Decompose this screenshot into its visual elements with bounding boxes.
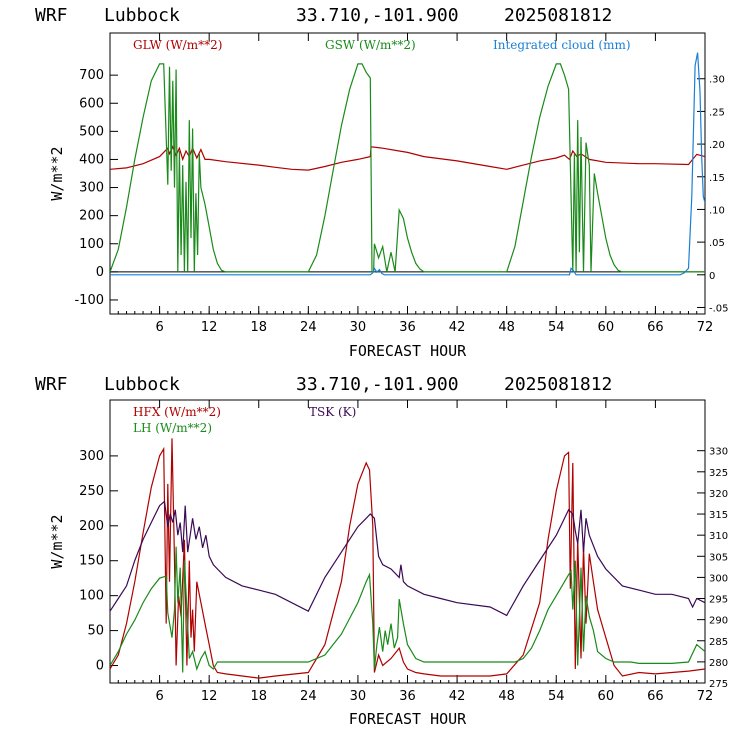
x-tick-label: 60 [598, 320, 615, 335]
x-tick-label: 72 [697, 689, 714, 704]
y2-tick-label: 305 [709, 552, 728, 563]
y2-tick-label: 315 [709, 510, 728, 521]
series-line-gsw [110, 63, 705, 273]
x-tick-label: 30 [350, 689, 367, 704]
x-tick-label: 54 [548, 689, 565, 704]
y2-tick-label: 275 [709, 679, 728, 690]
y-tick-label: -100 [74, 293, 104, 308]
x-tick-label: 60 [598, 689, 615, 704]
y-axis-label: W/m**2 [48, 514, 66, 568]
y-tick-label: 50 [87, 624, 104, 639]
legend-entry: GSW (W/m**2) [325, 38, 416, 52]
y2-tick-label: 0 [709, 271, 715, 282]
legend-entry: Integrated cloud (mm) [493, 38, 631, 52]
y2-tick-label: .05 [709, 238, 725, 249]
x-tick-label: 18 [250, 689, 267, 704]
x-tick-label: 24 [300, 689, 317, 704]
y2-tick-label: 310 [709, 531, 728, 542]
panel-1-header: WRF Lubbock 33.710,-101.900 2025081812 [35, 5, 612, 26]
y2-tick-label: 320 [709, 489, 728, 500]
x-tick-label: 54 [548, 320, 565, 335]
x-tick-label: 42 [449, 689, 466, 704]
y2-tick-label: .10 [709, 205, 725, 216]
panel-1-plot: 6 12 18 24 30 36 42 48 54 60 66 72 -100 0 100 200 300 400… [48, 32, 729, 360]
header-coords: 33.710,-101.900 [296, 5, 459, 26]
y2-tick-label: .25 [709, 107, 725, 118]
header-location: Lubbock [104, 374, 180, 395]
y-tick-label: 400 [79, 152, 104, 167]
legend-entry: GLW (W/m**2) [133, 38, 222, 52]
y2-tick-label: .30 [709, 75, 725, 86]
x-tick-label: 12 [201, 320, 218, 335]
x-tick-label: 72 [697, 320, 714, 335]
series-line-lh [110, 546, 705, 673]
header-model: WRF [35, 5, 68, 26]
y2-tick-label: .15 [709, 173, 725, 184]
x-tick-label: 48 [498, 320, 515, 335]
y-tick-label: 200 [79, 209, 104, 224]
x-tick-label: 30 [350, 320, 367, 335]
x-tick-label: 42 [449, 320, 466, 335]
series-line-integrated [110, 52, 705, 276]
y-tick-label: 200 [79, 519, 104, 534]
y-tick-label: 300 [79, 181, 104, 196]
x-axis-label: FORECAST HOUR [349, 710, 467, 728]
legend-entry: LH (W/m**2) [133, 421, 212, 435]
y-axis-label: W/m**2 [48, 146, 66, 200]
y2-tick-label: 280 [709, 658, 728, 669]
panel-2-header: WRF Lubbock 33.710,-101.900 2025081812 [35, 374, 612, 395]
x-tick-label: 6 [155, 689, 163, 704]
header-coords: 33.710,-101.900 [296, 374, 459, 395]
y-tick-label: 700 [79, 68, 104, 83]
panel-2-plot: 6 12 18 24 30 36 42 48 54 60 66 72 0 50 100 150 200 250 30… [48, 399, 728, 728]
y-tick-label: 100 [79, 237, 104, 252]
y-tick-label: 0 [96, 659, 104, 674]
x-tick-label: 36 [399, 689, 416, 704]
y-tick-label: 500 [79, 124, 104, 139]
y2-tick-label: 330 [709, 447, 728, 458]
x-tick-label: 66 [647, 320, 664, 335]
y2-tick-label: 295 [709, 595, 728, 606]
x-tick-label: 6 [155, 320, 163, 335]
x-tick-label: 24 [300, 320, 317, 335]
header-run: 2025081812 [504, 5, 612, 26]
y-tick-label: 300 [79, 449, 104, 464]
y2-tick-label: 300 [709, 573, 728, 584]
series-line-tsk [110, 500, 705, 617]
legend-entry: HFX (W/m**2) [133, 405, 221, 419]
y-tick-label: 250 [79, 484, 104, 499]
header-location: Lubbock [104, 5, 180, 26]
plot-frame [109, 399, 706, 684]
header-model: WRF [35, 374, 68, 395]
header-run: 2025081812 [504, 374, 612, 395]
y-tick-label: 100 [79, 589, 104, 604]
y2-tick-label: 290 [709, 616, 728, 627]
x-tick-label: 18 [250, 320, 267, 335]
x-tick-label: 12 [201, 689, 218, 704]
y2-tick-label: 285 [709, 637, 728, 648]
x-axis-label: FORECAST HOUR [349, 342, 467, 360]
x-tick-label: 36 [399, 320, 416, 335]
x-tick-label: 48 [498, 689, 515, 704]
y-tick-label: 150 [79, 554, 104, 569]
x-tick-label: 66 [647, 689, 664, 704]
legend-entry: TSK (K) [309, 405, 356, 419]
y2-tick-label: .20 [709, 140, 725, 151]
y2-tick-label: 325 [709, 468, 728, 479]
y2-tick-label: -.05 [709, 303, 729, 314]
y-tick-label: 0 [96, 265, 104, 280]
y-tick-label: 600 [79, 96, 104, 111]
